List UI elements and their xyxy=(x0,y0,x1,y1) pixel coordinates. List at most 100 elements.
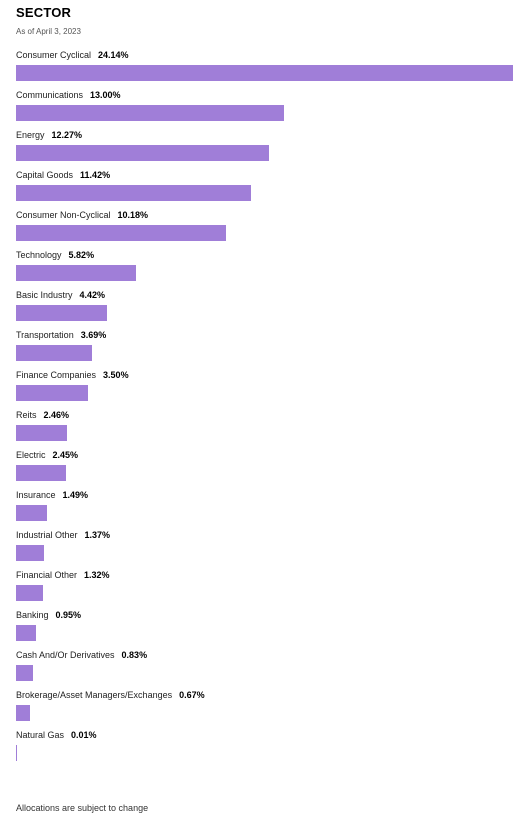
sector-row: Natural Gas 0.01% xyxy=(16,728,513,768)
sector-name: Electric xyxy=(16,450,46,460)
bar-track xyxy=(16,425,513,441)
sector-row: Finance Companies 3.50% xyxy=(16,368,513,408)
sector-label-line: Financial Other 1.32% xyxy=(16,570,110,580)
sector-name: Energy xyxy=(16,130,45,140)
sector-label-line: Capital Goods 11.42% xyxy=(16,170,110,180)
sector-row: Electric 2.45% xyxy=(16,448,513,488)
sector-row: Energy 12.27% xyxy=(16,128,513,168)
sector-bar xyxy=(16,745,17,761)
sector-bar-chart: Consumer Cyclical 24.14% Communications 13.… xyxy=(16,48,513,768)
sector-percentage: 13.00% xyxy=(90,90,121,100)
sector-label-line: Consumer Cyclical 24.14% xyxy=(16,50,129,60)
sector-label-line: Banking 0.95% xyxy=(16,610,81,620)
sector-row: Consumer Cyclical 24.14% xyxy=(16,48,513,88)
sector-percentage: 0.95% xyxy=(55,610,82,620)
bar-track xyxy=(16,385,513,401)
sector-percentage: 0.83% xyxy=(121,650,148,660)
as-of-date: As of April 3, 2023 xyxy=(16,27,81,36)
sector-percentage: 1.32% xyxy=(84,570,110,580)
sector-name: Capital Goods xyxy=(16,170,74,180)
sector-name: Technology xyxy=(16,250,62,260)
sector-label-line: Consumer Non-Cyclical 10.18% xyxy=(16,210,148,220)
bar-track xyxy=(16,585,513,601)
sector-percentage: 11.42% xyxy=(80,170,111,180)
sector-label-line: Brokerage/Asset Managers/Exchanges 0.67% xyxy=(16,690,205,700)
sector-bar xyxy=(16,665,33,681)
sector-bar xyxy=(16,145,269,161)
bar-track xyxy=(16,265,513,281)
bar-track xyxy=(16,745,513,761)
bar-track xyxy=(16,345,513,361)
sector-bar xyxy=(16,425,67,441)
sector-percentage: 2.46% xyxy=(43,410,70,420)
sector-name: Basic Industry xyxy=(16,290,73,300)
bar-track xyxy=(16,65,513,81)
sector-label-line: Cash And/Or Derivatives 0.83% xyxy=(16,650,147,660)
sector-label-line: Technology 5.82% xyxy=(16,250,94,260)
sector-row: Basic Industry 4.42% xyxy=(16,288,513,328)
sector-row: Cash And/Or Derivatives 0.83% xyxy=(16,648,513,688)
sector-bar xyxy=(16,625,36,641)
bar-track xyxy=(16,105,513,121)
sector-percentage: 10.18% xyxy=(117,210,149,220)
sector-bar xyxy=(16,345,92,361)
chart-title: SECTOR xyxy=(16,5,72,20)
sector-name: Transportation xyxy=(16,330,74,340)
sector-bar xyxy=(16,705,30,721)
sector-bar xyxy=(16,465,66,481)
sector-label-line: Electric 2.45% xyxy=(16,450,78,460)
sector-row: Banking 0.95% xyxy=(16,608,513,648)
bar-track xyxy=(16,545,513,561)
sector-bar xyxy=(16,185,251,201)
sector-row: Transportation 3.69% xyxy=(16,328,513,368)
sector-row: Capital Goods 11.42% xyxy=(16,168,513,208)
sector-bar xyxy=(16,225,226,241)
sector-label-line: Insurance 1.49% xyxy=(16,490,88,500)
sector-name: Natural Gas xyxy=(16,730,65,740)
sector-row: Brokerage/Asset Managers/Exchanges 0.67% xyxy=(16,688,513,728)
sector-name: Banking xyxy=(16,610,49,620)
sector-name: Cash And/Or Derivatives xyxy=(16,650,115,660)
sector-row: Communications 13.00% xyxy=(16,88,513,128)
sector-name: Finance Companies xyxy=(16,370,97,380)
bar-track xyxy=(16,225,513,241)
sector-row: Reits 2.46% xyxy=(16,408,513,448)
sector-bar xyxy=(16,265,136,281)
sector-name: Industrial Other xyxy=(16,530,78,540)
allocations-footnote: Allocations are subject to change xyxy=(16,803,149,813)
sector-row: Consumer Non-Cyclical 10.18% xyxy=(16,208,513,248)
bar-track xyxy=(16,705,513,721)
sector-name: Insurance xyxy=(16,490,56,500)
sector-label-line: Reits 2.46% xyxy=(16,410,69,420)
bar-track xyxy=(16,625,513,641)
bar-track xyxy=(16,465,513,481)
sector-name: Consumer Non-Cyclical xyxy=(16,210,111,220)
sector-row: Technology 5.82% xyxy=(16,248,513,288)
sector-percentage: 3.50% xyxy=(103,370,129,380)
sector-bar xyxy=(16,505,47,521)
sector-row: Financial Other 1.32% xyxy=(16,568,513,608)
sector-bar xyxy=(16,545,44,561)
sector-bar xyxy=(16,305,107,321)
sector-row: Industrial Other 1.37% xyxy=(16,528,513,568)
sector-name: Financial Other xyxy=(16,570,78,580)
sector-percentage: 24.14% xyxy=(98,50,129,60)
sector-label-line: Basic Industry 4.42% xyxy=(16,290,105,300)
bar-track xyxy=(16,145,513,161)
sector-percentage: 2.45% xyxy=(52,450,79,460)
sector-percentage: 4.42% xyxy=(79,290,106,300)
sector-label-line: Finance Companies 3.50% xyxy=(16,370,129,380)
sector-bar xyxy=(16,105,284,121)
sector-percentage: 1.49% xyxy=(62,490,89,500)
sector-label-line: Energy 12.27% xyxy=(16,130,82,140)
sector-bar xyxy=(16,585,43,601)
sector-name: Communications xyxy=(16,90,84,100)
bar-track xyxy=(16,505,513,521)
sector-row: Insurance 1.49% xyxy=(16,488,513,528)
sector-label-line: Industrial Other 1.37% xyxy=(16,530,110,540)
sector-percentage: 0.01% xyxy=(71,730,97,740)
bar-track xyxy=(16,185,513,201)
sector-name: Reits xyxy=(16,410,37,420)
sector-label-line: Transportation 3.69% xyxy=(16,330,106,340)
sector-percentage: 3.69% xyxy=(80,330,107,340)
